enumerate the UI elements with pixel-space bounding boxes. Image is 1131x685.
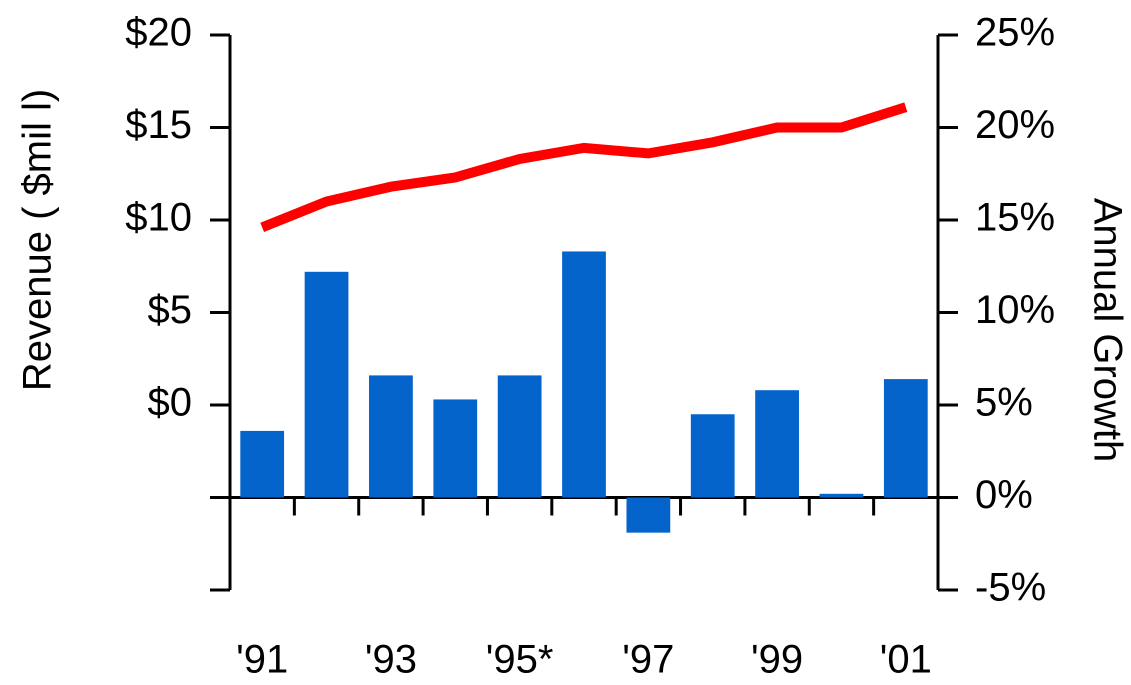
y2-tick-label: -5% <box>975 566 1046 610</box>
bar <box>304 271 349 498</box>
y-tick-label: $10 <box>125 196 192 240</box>
bar <box>819 493 864 498</box>
y-tick-label: $5 <box>148 288 193 332</box>
y-tick-label: $20 <box>125 11 192 55</box>
bar <box>240 430 285 498</box>
y2-tick-label: 10% <box>975 288 1055 332</box>
y-tick-label: $0 <box>148 381 193 425</box>
y2-tick-label: 25% <box>975 11 1055 55</box>
y-axis-title: Revenue ( $mil l) <box>16 89 60 391</box>
bar <box>690 414 735 498</box>
y2-tick-label: 0% <box>975 473 1033 517</box>
x-tick-label: '01 <box>880 638 932 682</box>
y-tick-label: $15 <box>125 103 192 147</box>
x-tick-label: '95* <box>486 638 554 682</box>
bar <box>755 390 799 498</box>
bar <box>626 497 671 533</box>
x-tick-label: '99 <box>751 638 803 682</box>
bar <box>369 375 413 498</box>
x-tick-label: '91 <box>236 638 288 682</box>
x-tick-label: '93 <box>365 638 417 682</box>
x-tick-label: '97 <box>622 638 674 682</box>
line <box>260 102 908 233</box>
y2-tick-label: 5% <box>975 381 1033 425</box>
bar <box>883 379 928 498</box>
y2-axis-title: Annual Growth <box>1085 198 1129 463</box>
y2-tick-label: 15% <box>975 196 1055 240</box>
bar <box>497 375 542 498</box>
y2-tick-label: 20% <box>975 103 1055 147</box>
bar <box>562 251 606 498</box>
bar <box>433 399 478 498</box>
